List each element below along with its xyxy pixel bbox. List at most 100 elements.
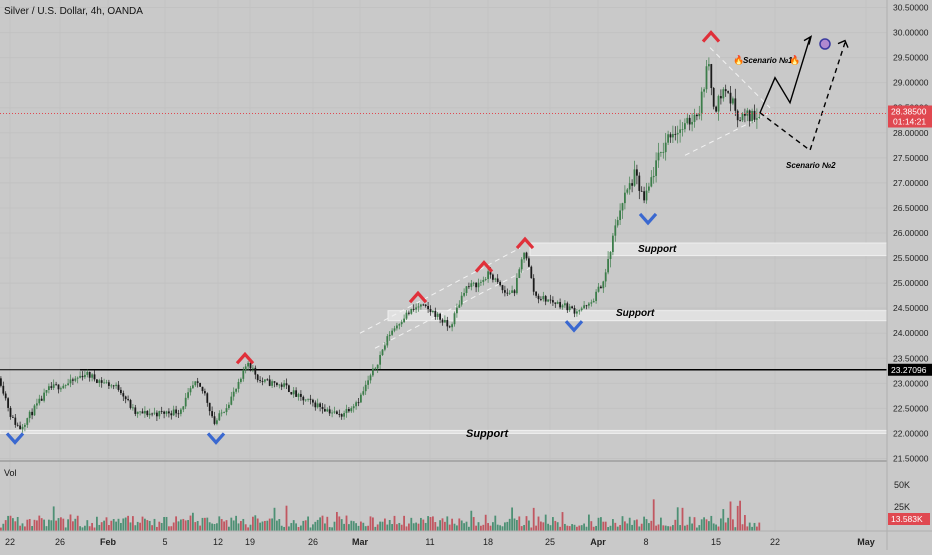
volume-bar [628, 517, 631, 531]
volume-bar [170, 526, 173, 531]
volume-bar [494, 515, 497, 531]
volume-bar [492, 522, 494, 531]
candle-body [331, 412, 333, 414]
candle-body [16, 424, 19, 426]
volume-bar [544, 514, 547, 531]
candle-body [436, 313, 439, 317]
volume-bar [302, 520, 305, 531]
candle-body [84, 374, 86, 378]
candle-body [199, 382, 201, 387]
time-tick-label: 26 [55, 537, 65, 547]
price-tick-label: 22.00000 [893, 428, 929, 438]
candle-body [19, 425, 21, 430]
candle-body [189, 388, 192, 393]
candle-body [631, 183, 633, 186]
candle-body [561, 305, 564, 308]
volume-bar [96, 516, 98, 531]
grid [0, 0, 887, 531]
candle-body [230, 396, 233, 405]
time-axis[interactable]: 22 26 Feb 5 12 19 26 Mar 11 18 25 Apr 8 15 22 May [5, 537, 875, 547]
volume-bar [453, 523, 456, 531]
volume-bar [448, 524, 451, 531]
volume-bar [511, 507, 513, 531]
candle-body [364, 384, 367, 392]
candle-body [256, 374, 259, 381]
candle-body [578, 310, 581, 312]
volume-bar [228, 526, 230, 531]
volume-bar [655, 525, 657, 531]
candle-body [482, 279, 485, 282]
volume-bar [432, 516, 434, 531]
volume-bar [172, 522, 175, 531]
volume-bar [513, 518, 516, 531]
volume-bar [33, 519, 36, 531]
volume-badge-value: 13.583K [891, 514, 923, 524]
candle-body [398, 324, 401, 326]
volume-bar [384, 518, 386, 531]
candle-body [336, 411, 338, 415]
volume-tick-25k: 25K [894, 502, 910, 512]
volume-bar [619, 525, 621, 531]
volume-bar [230, 517, 233, 531]
candle-body [319, 403, 321, 407]
volume-tick-50k: 50K [894, 480, 910, 490]
candle-body [252, 367, 254, 369]
candle-body [297, 393, 300, 397]
support-label-lower: Support [466, 428, 509, 440]
candle-body [636, 169, 638, 176]
volume-bar [681, 507, 684, 531]
volume-bar [100, 522, 103, 531]
time-tick-label: Mar [352, 537, 369, 547]
channel-line [684, 112, 771, 156]
volume-bar [504, 522, 506, 531]
volume-bar [300, 525, 302, 531]
volume-bar [220, 519, 223, 531]
candle-body [583, 305, 585, 309]
volume-bar [684, 525, 686, 531]
candle-body [660, 152, 662, 153]
volume-bar [31, 525, 33, 531]
candle-body [88, 371, 91, 378]
candle-body [693, 114, 696, 122]
candle-body [168, 411, 170, 414]
volume-bar [115, 521, 117, 531]
price-tick-label: 25.00000 [893, 278, 929, 288]
volume-bar [256, 518, 259, 531]
volume-bar [144, 518, 146, 531]
candle-body [160, 411, 163, 412]
candle-body [451, 324, 453, 328]
candle-body [715, 106, 717, 112]
candle-body [240, 378, 242, 382]
volume-bar [624, 521, 626, 531]
volume-bar [352, 521, 355, 531]
volume-bar [328, 527, 331, 531]
volume-bar [636, 519, 638, 531]
volume-bar [2, 523, 5, 531]
candle-body [727, 91, 729, 93]
candle-body [213, 416, 216, 424]
candle-body [686, 117, 689, 124]
volume-bar [729, 501, 732, 531]
candle-body [741, 113, 744, 121]
volume-bar [412, 523, 415, 531]
candle-body [628, 183, 631, 190]
volume-bar [136, 521, 139, 531]
candle-body [237, 381, 240, 389]
candle-body [588, 303, 590, 306]
candle-body [717, 96, 720, 112]
candle-body [614, 225, 617, 236]
candle-body [146, 410, 149, 416]
countdown-timer: 01:14:21 [893, 116, 926, 126]
candle-body [374, 368, 377, 370]
volume-bar [64, 527, 67, 531]
volume-bar [36, 520, 38, 531]
candle-body [597, 286, 600, 292]
scenario-paths [759, 35, 849, 152]
candle-body [120, 389, 122, 394]
volume-bar [24, 526, 26, 531]
candle-body [381, 349, 384, 356]
volume-bar [523, 524, 525, 531]
candle-body [362, 391, 365, 395]
